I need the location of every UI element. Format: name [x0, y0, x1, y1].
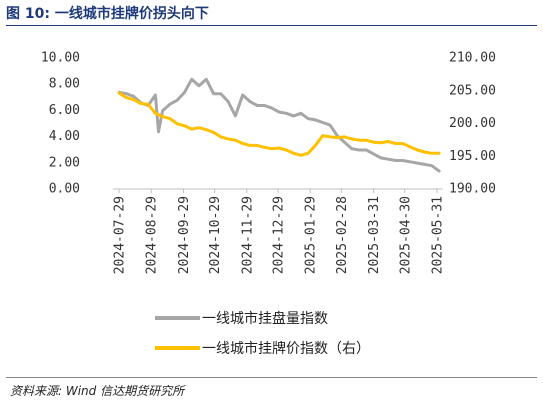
series-line-2: [117, 91, 441, 157]
y-left-tick-label: 4.00: [49, 129, 80, 144]
x-axis: 2024-07-29 2024-08-29 2024-09-29 2024-10-29…: [113, 189, 446, 274]
y-left-tick-label: 6.00: [49, 103, 80, 118]
title-divider: [6, 25, 537, 26]
y-right-tick-label: 190.00: [449, 182, 496, 197]
y-right-tick-label: 210.00: [449, 51, 496, 66]
plot-area: [117, 77, 441, 173]
source-divider: [6, 377, 537, 378]
legend-label: 一线城市挂牌价指数（右）: [202, 340, 370, 357]
figure-title: 图 10: 一线城市挂牌价拐头向下: [6, 6, 209, 22]
source-note: 资料来源: Wind 信达期货研究所: [10, 384, 185, 398]
x-tick-label: 2025-03-31: [367, 196, 382, 274]
right-y-axis: 190.00 195.00 200.00 205.00 210.00: [449, 51, 496, 197]
y-left-tick-label: 10.00: [41, 51, 80, 66]
left-y-axis: 0.00 2.00 4.00 6.00 8.00 10.00: [41, 51, 80, 197]
y-right-tick-label: 205.00: [449, 83, 496, 98]
x-tick-label: 2024-11-29: [240, 196, 255, 274]
series-line-1: [117, 77, 441, 173]
x-tick-label: 2024-08-29: [145, 196, 160, 274]
y-left-tick-label: 0.00: [49, 182, 80, 197]
legend-label: 一线城市挂盘量指数: [202, 310, 328, 327]
y-right-tick-label: 195.00: [449, 149, 496, 164]
x-tick-label: 2025-04-30: [398, 196, 413, 274]
x-tick-label: 2024-07-29: [113, 196, 128, 274]
x-tick-label: 2024-09-29: [177, 196, 192, 274]
x-tick-label: 2025-05-31: [431, 196, 446, 274]
x-tick-label: 2024-10-29: [208, 196, 223, 274]
x-tick-label: 2024-12-29: [272, 196, 287, 274]
y-right-tick-label: 200.00: [449, 116, 496, 131]
x-tick-label: 2025-01-29: [304, 196, 319, 274]
x-tick-label: 2025-02-28: [335, 196, 350, 274]
y-left-tick-label: 2.00: [49, 155, 80, 170]
y-left-tick-label: 8.00: [49, 77, 80, 92]
